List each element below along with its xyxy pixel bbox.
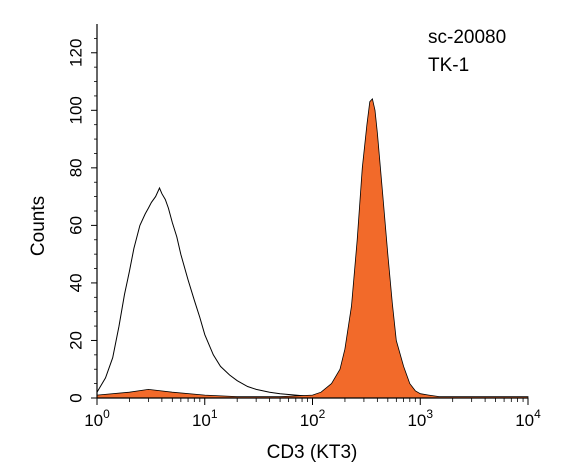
y-tick-label-80: 80: [66, 158, 85, 177]
x-tick-label-3: 103: [407, 407, 433, 430]
y-tick-label-40: 40: [66, 273, 85, 292]
y-tick-label-20: 20: [66, 331, 85, 350]
y-tick-label-100: 100: [66, 96, 85, 124]
annotation-cell-line: TK-1: [428, 55, 469, 76]
x-tick-label-2: 102: [300, 407, 326, 430]
y-axis-title: Counts: [28, 196, 49, 256]
ticks-layer: 0 20 40 60 80 100 120 100 101 102 103 104: [66, 37, 541, 430]
y-tick-label-0: 0: [66, 393, 85, 402]
x-tick-label-1: 101: [192, 407, 218, 430]
series-layer: [96, 97, 529, 399]
x-axis-title: CD3 (KT3): [267, 442, 358, 463]
y-tick-label-60: 60: [66, 216, 85, 235]
x-tick-label-0: 100: [84, 407, 110, 430]
series-1-stained-histogram: [96, 97, 529, 399]
y-tick-label-120: 120: [66, 39, 85, 67]
x-tick-label-4: 104: [515, 407, 541, 430]
annotation-catalog: sc-20080: [428, 27, 506, 48]
series-0-control-histogram: [96, 186, 345, 399]
